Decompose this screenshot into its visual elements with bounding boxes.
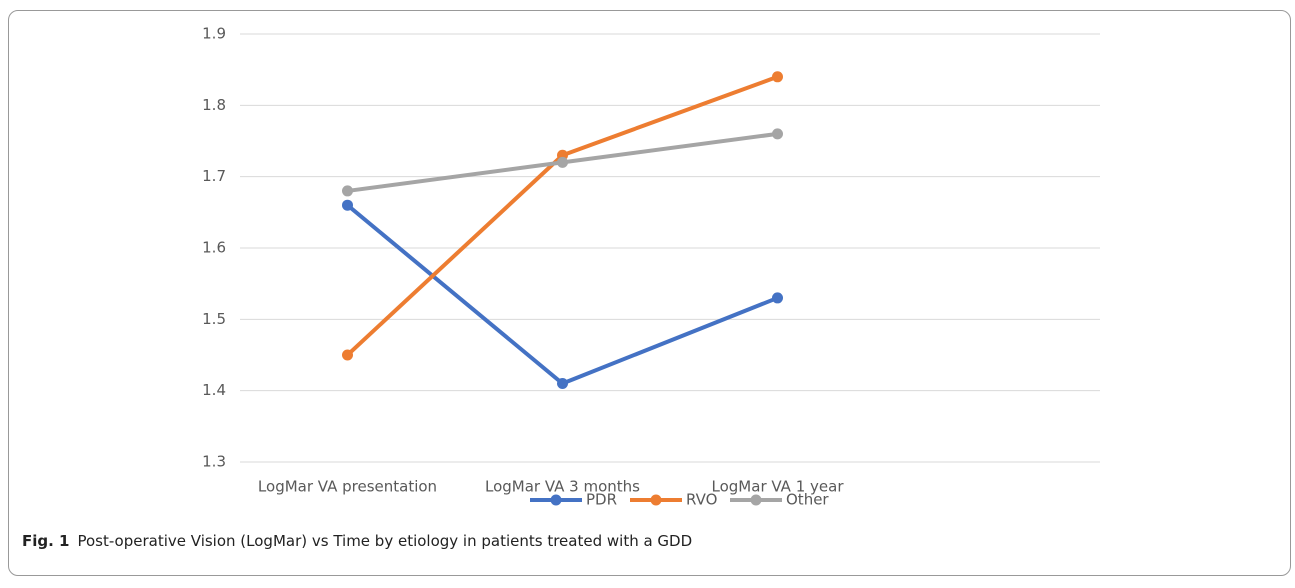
legend-label: Other [786, 491, 829, 509]
chart: 1.3 1.4 1.5 1.6 1.7 1.8 1.9 LogMar VA presentat… [202, 25, 1100, 509]
y-tick-label: 1.4 [202, 381, 226, 399]
point [772, 292, 783, 304]
y-tick-label: 1.8 [202, 96, 226, 114]
caption-label: Fig. 1 [22, 532, 70, 550]
x-tick-label: LogMar VA presentation [258, 478, 437, 496]
legend-swatch-point [650, 494, 662, 506]
point [342, 199, 353, 211]
x-tick-label: LogMar VA 3 months [485, 478, 640, 496]
point [342, 185, 353, 197]
legend-label: RVO [686, 491, 717, 509]
y-tick-label: 1.6 [202, 239, 226, 257]
series-line [346, 74, 779, 357]
legend-swatch-point [750, 494, 762, 506]
point [772, 128, 783, 140]
legend-label: PDR [586, 491, 617, 509]
caption: Fig. 1 Post-operative Vision (LogMar) vs … [22, 532, 692, 550]
point [557, 378, 568, 390]
y-tick-label: 1.3 [202, 453, 226, 471]
y-tick-label: 1.7 [202, 167, 226, 185]
legend-swatch-point [550, 494, 562, 506]
y-tick-label: 1.9 [202, 25, 226, 43]
point [557, 156, 568, 168]
y-tick-label: 1.5 [202, 310, 226, 328]
x-tick-label: LogMar VA 1 year [712, 478, 845, 496]
figure-frame [8, 10, 1291, 576]
point [342, 349, 353, 361]
caption-text: Post-operative Vision (LogMar) vs Time b… [77, 532, 693, 550]
point [772, 71, 783, 83]
